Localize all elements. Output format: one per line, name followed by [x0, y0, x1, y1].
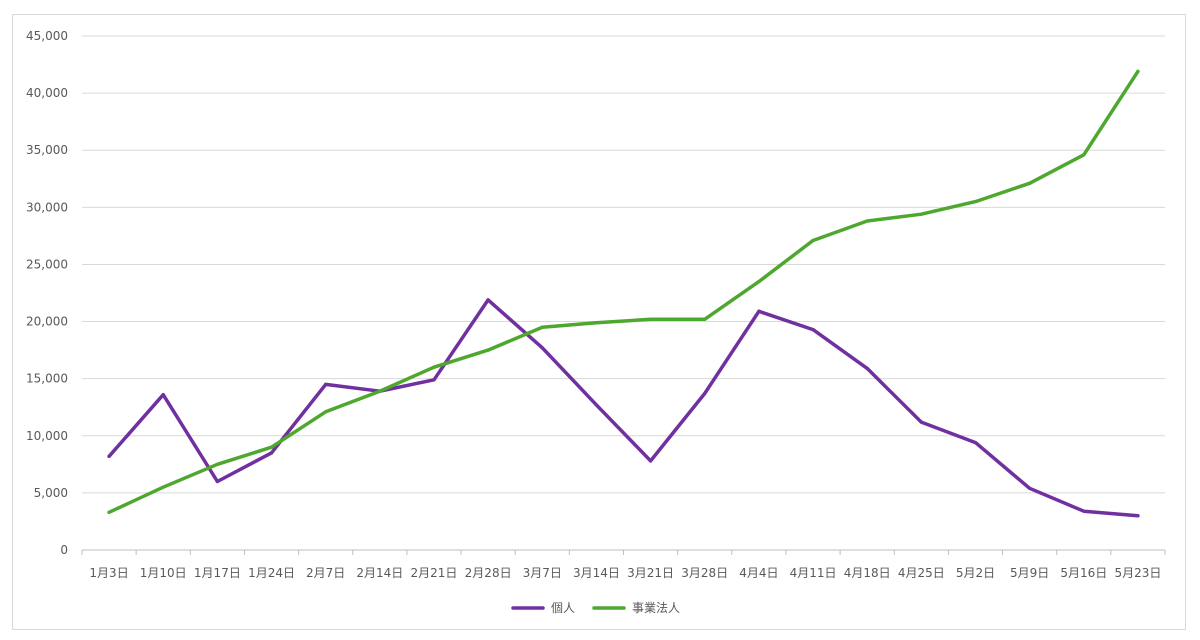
data-point-1-9: [594, 321, 599, 325]
data-point-1-11: [703, 317, 707, 321]
series-line-0: [107, 298, 1140, 518]
data-point-0-13: [811, 327, 815, 332]
x-tick-label: 4月4日: [739, 566, 778, 580]
y-axis: 0 5,000 10,000 15,000 20,000 25,000 30,000 35,0…: [26, 29, 68, 557]
data-point-1-12: [757, 279, 761, 284]
y-tick-label: 5,000: [34, 486, 68, 500]
data-point-0-1: [161, 393, 165, 397]
x-tick-label: 3月21日: [627, 566, 674, 580]
y-tick-label: 10,000: [26, 429, 68, 443]
x-tick-label: 3月7日: [523, 566, 562, 580]
data-point-1-15: [919, 212, 923, 216]
data-point-0-3: [269, 451, 274, 455]
legend-label-1: 事業法人: [632, 601, 680, 615]
x-tick-label: 3月14日: [573, 566, 620, 580]
data-point-0-15: [919, 420, 923, 424]
x-tick-label: 4月25日: [898, 566, 945, 580]
data-point-1-10: [648, 317, 653, 321]
data-point-0-16: [973, 441, 978, 445]
data-point-1-13: [811, 238, 815, 243]
data-point-0-19: [1136, 514, 1140, 518]
data-point-1-1: [161, 485, 165, 489]
data-point-0-17: [1028, 486, 1032, 490]
x-tick-label: 5月16日: [1060, 566, 1107, 580]
data-point-1-5: [378, 389, 382, 393]
x-tick-label: 2月28日: [465, 566, 512, 580]
data-point-0-11: [703, 391, 707, 396]
y-tick-label: 35,000: [26, 143, 68, 157]
data-point-0-9: [594, 403, 599, 407]
y-tick-label: 20,000: [26, 315, 68, 329]
data-point-0-12: [757, 309, 761, 313]
data-point-1-19: [1136, 69, 1140, 74]
y-tick-label: 40,000: [26, 86, 68, 100]
data-point-0-10: [648, 459, 653, 463]
data-point-0-18: [1082, 509, 1086, 513]
data-point-1-6: [432, 365, 436, 369]
data-point-0-6: [432, 378, 436, 382]
data-point-0-0: [107, 454, 111, 458]
data-point-0-7: [486, 298, 490, 302]
data-point-0-14: [865, 366, 869, 370]
data-point-1-14: [865, 219, 869, 223]
y-tick-label: 0: [60, 543, 68, 557]
y-tick-label: 45,000: [26, 29, 68, 43]
x-tick-label: 1月24日: [248, 566, 295, 580]
data-point-0-2: [215, 479, 219, 484]
data-point-1-7: [486, 348, 490, 352]
x-axis: 1月3日 1月10日 1月17日 1月24日 2月7日 2月14日 2月21日 2月28日 3月…: [81, 550, 1166, 580]
x-tick-label: 3月28日: [681, 566, 728, 580]
data-point-1-16: [973, 200, 978, 204]
data-point-1-4: [324, 410, 328, 414]
series-lines: [107, 69, 1140, 518]
x-tick-label: 2月21日: [411, 566, 458, 580]
data-point-1-2: [215, 462, 219, 466]
x-tick-label: 1月17日: [194, 566, 241, 580]
x-tick-label: 5月23日: [1114, 566, 1161, 580]
x-tick-label: 2月7日: [306, 566, 345, 580]
x-tick-label: 5月9日: [1010, 566, 1049, 580]
legend-label-0: 個人: [551, 601, 575, 615]
x-tick-label: 1月10日: [140, 566, 187, 580]
x-tick-label: 5月2日: [956, 566, 995, 580]
y-tick-label: 15,000: [26, 372, 68, 386]
y-tick-label: 30,000: [26, 200, 68, 214]
x-tick-label: 4月18日: [844, 566, 891, 580]
data-point-1-3: [269, 445, 274, 449]
data-point-1-8: [540, 325, 544, 329]
y-tick-label: 25,000: [26, 257, 68, 271]
x-tick-label: 2月14日: [356, 566, 403, 580]
gridlines: [82, 35, 1165, 551]
data-point-0-4: [324, 382, 328, 386]
data-point-1-18: [1082, 153, 1086, 157]
x-tick-label: 1月3日: [89, 566, 128, 580]
series-line-1: [107, 69, 1140, 515]
x-tick-label: 4月11日: [790, 566, 837, 580]
data-point-1-0: [107, 510, 111, 514]
data-point-0-8: [540, 346, 544, 350]
legend: 個人 事業法人: [511, 601, 680, 615]
data-point-1-17: [1028, 181, 1032, 185]
